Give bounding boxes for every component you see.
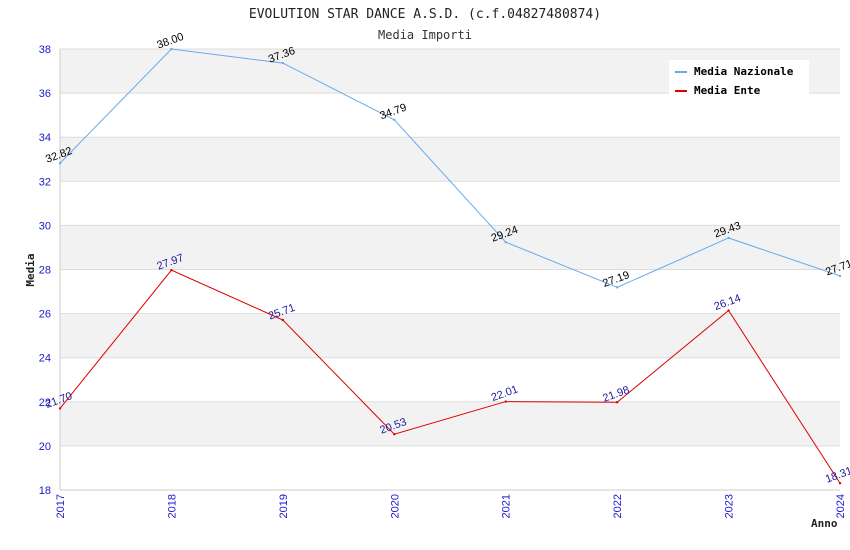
legend-box — [669, 60, 809, 96]
chart-title: EVOLUTION STAR DANCE A.S.D. (c.f.0482748… — [249, 7, 601, 22]
series-layer — [58, 47, 842, 485]
y-tick-18: 18 — [39, 485, 51, 497]
data-point-media-nazionale-2017 — [58, 162, 62, 165]
data-point-media-nazionale-2021 — [504, 240, 507, 244]
data-point-media-ente-2020 — [393, 433, 396, 436]
data-point-media-nazionale-2020 — [393, 118, 396, 121]
data-point-media-ente-2019 — [281, 318, 285, 322]
data-point-media-nazionale-2024 — [838, 274, 842, 278]
data-point-media-ente-2022 — [615, 401, 619, 404]
series-line-media-ente — [59, 269, 841, 484]
series-line-media-nazionale — [59, 48, 841, 288]
data-point-media-ente-2021 — [504, 400, 507, 403]
data-point-media-ente-2023 — [727, 309, 730, 312]
y-tick-38: 38 — [39, 44, 51, 56]
x-tick-2018: 2018 — [166, 494, 178, 518]
x-axis-title: Anno — [811, 517, 838, 530]
y-tick-labels: 18 20 22 24 26 28 30 32 34 36 38 — [39, 44, 51, 497]
x-tick-2022: 2022 — [612, 494, 624, 518]
y-tick-24: 24 — [39, 353, 51, 365]
data-point-media-nazionale-2019 — [281, 61, 285, 65]
plot-background — [60, 49, 840, 490]
plot-band — [60, 445, 840, 490]
chart-subtitle: Media Importi — [378, 28, 472, 42]
data-point-media-ente-2017 — [58, 407, 62, 410]
data-point-media-ente-2024 — [838, 481, 842, 485]
x-tick-2017: 2017 — [55, 494, 67, 518]
y-tick-22: 22 — [39, 397, 51, 409]
y-tick-30: 30 — [39, 220, 51, 232]
legend-label-media-nazionale: Media Nazionale — [694, 65, 794, 78]
y-tick-36: 36 — [39, 88, 51, 100]
plot-band — [60, 181, 840, 226]
plot-band — [60, 93, 840, 138]
data-point-media-ente-2018 — [170, 268, 173, 272]
plot-band — [60, 225, 840, 270]
legend: Media Nazionale Media Ente — [669, 60, 809, 97]
y-tick-34: 34 — [39, 132, 51, 144]
data-point-media-nazionale-2018 — [170, 47, 173, 51]
x-tick-2021: 2021 — [501, 494, 513, 518]
plot-band — [60, 313, 840, 358]
x-tick-2024: 2024 — [835, 494, 847, 518]
y-tick-32: 32 — [39, 176, 51, 188]
legend-label-media-ente: Media Ente — [694, 84, 761, 97]
plot-band — [60, 357, 840, 402]
plot-band — [60, 401, 840, 446]
plot-band — [60, 269, 840, 314]
x-tick-2020: 2020 — [389, 494, 401, 518]
y-tick-20: 20 — [39, 441, 51, 453]
x-tick-labels: 2017 2018 2019 2020 2021 2022 2023 2024 — [55, 494, 847, 518]
x-tick-2023: 2023 — [724, 494, 736, 518]
plot-band — [60, 137, 840, 182]
y-axis-title: Media — [24, 253, 37, 286]
data-point-media-nazionale-2022 — [615, 286, 619, 289]
x-tick-2019: 2019 — [278, 494, 290, 518]
y-tick-28: 28 — [39, 265, 51, 277]
data-point-media-nazionale-2023 — [727, 236, 730, 240]
y-tick-26: 26 — [39, 309, 51, 321]
